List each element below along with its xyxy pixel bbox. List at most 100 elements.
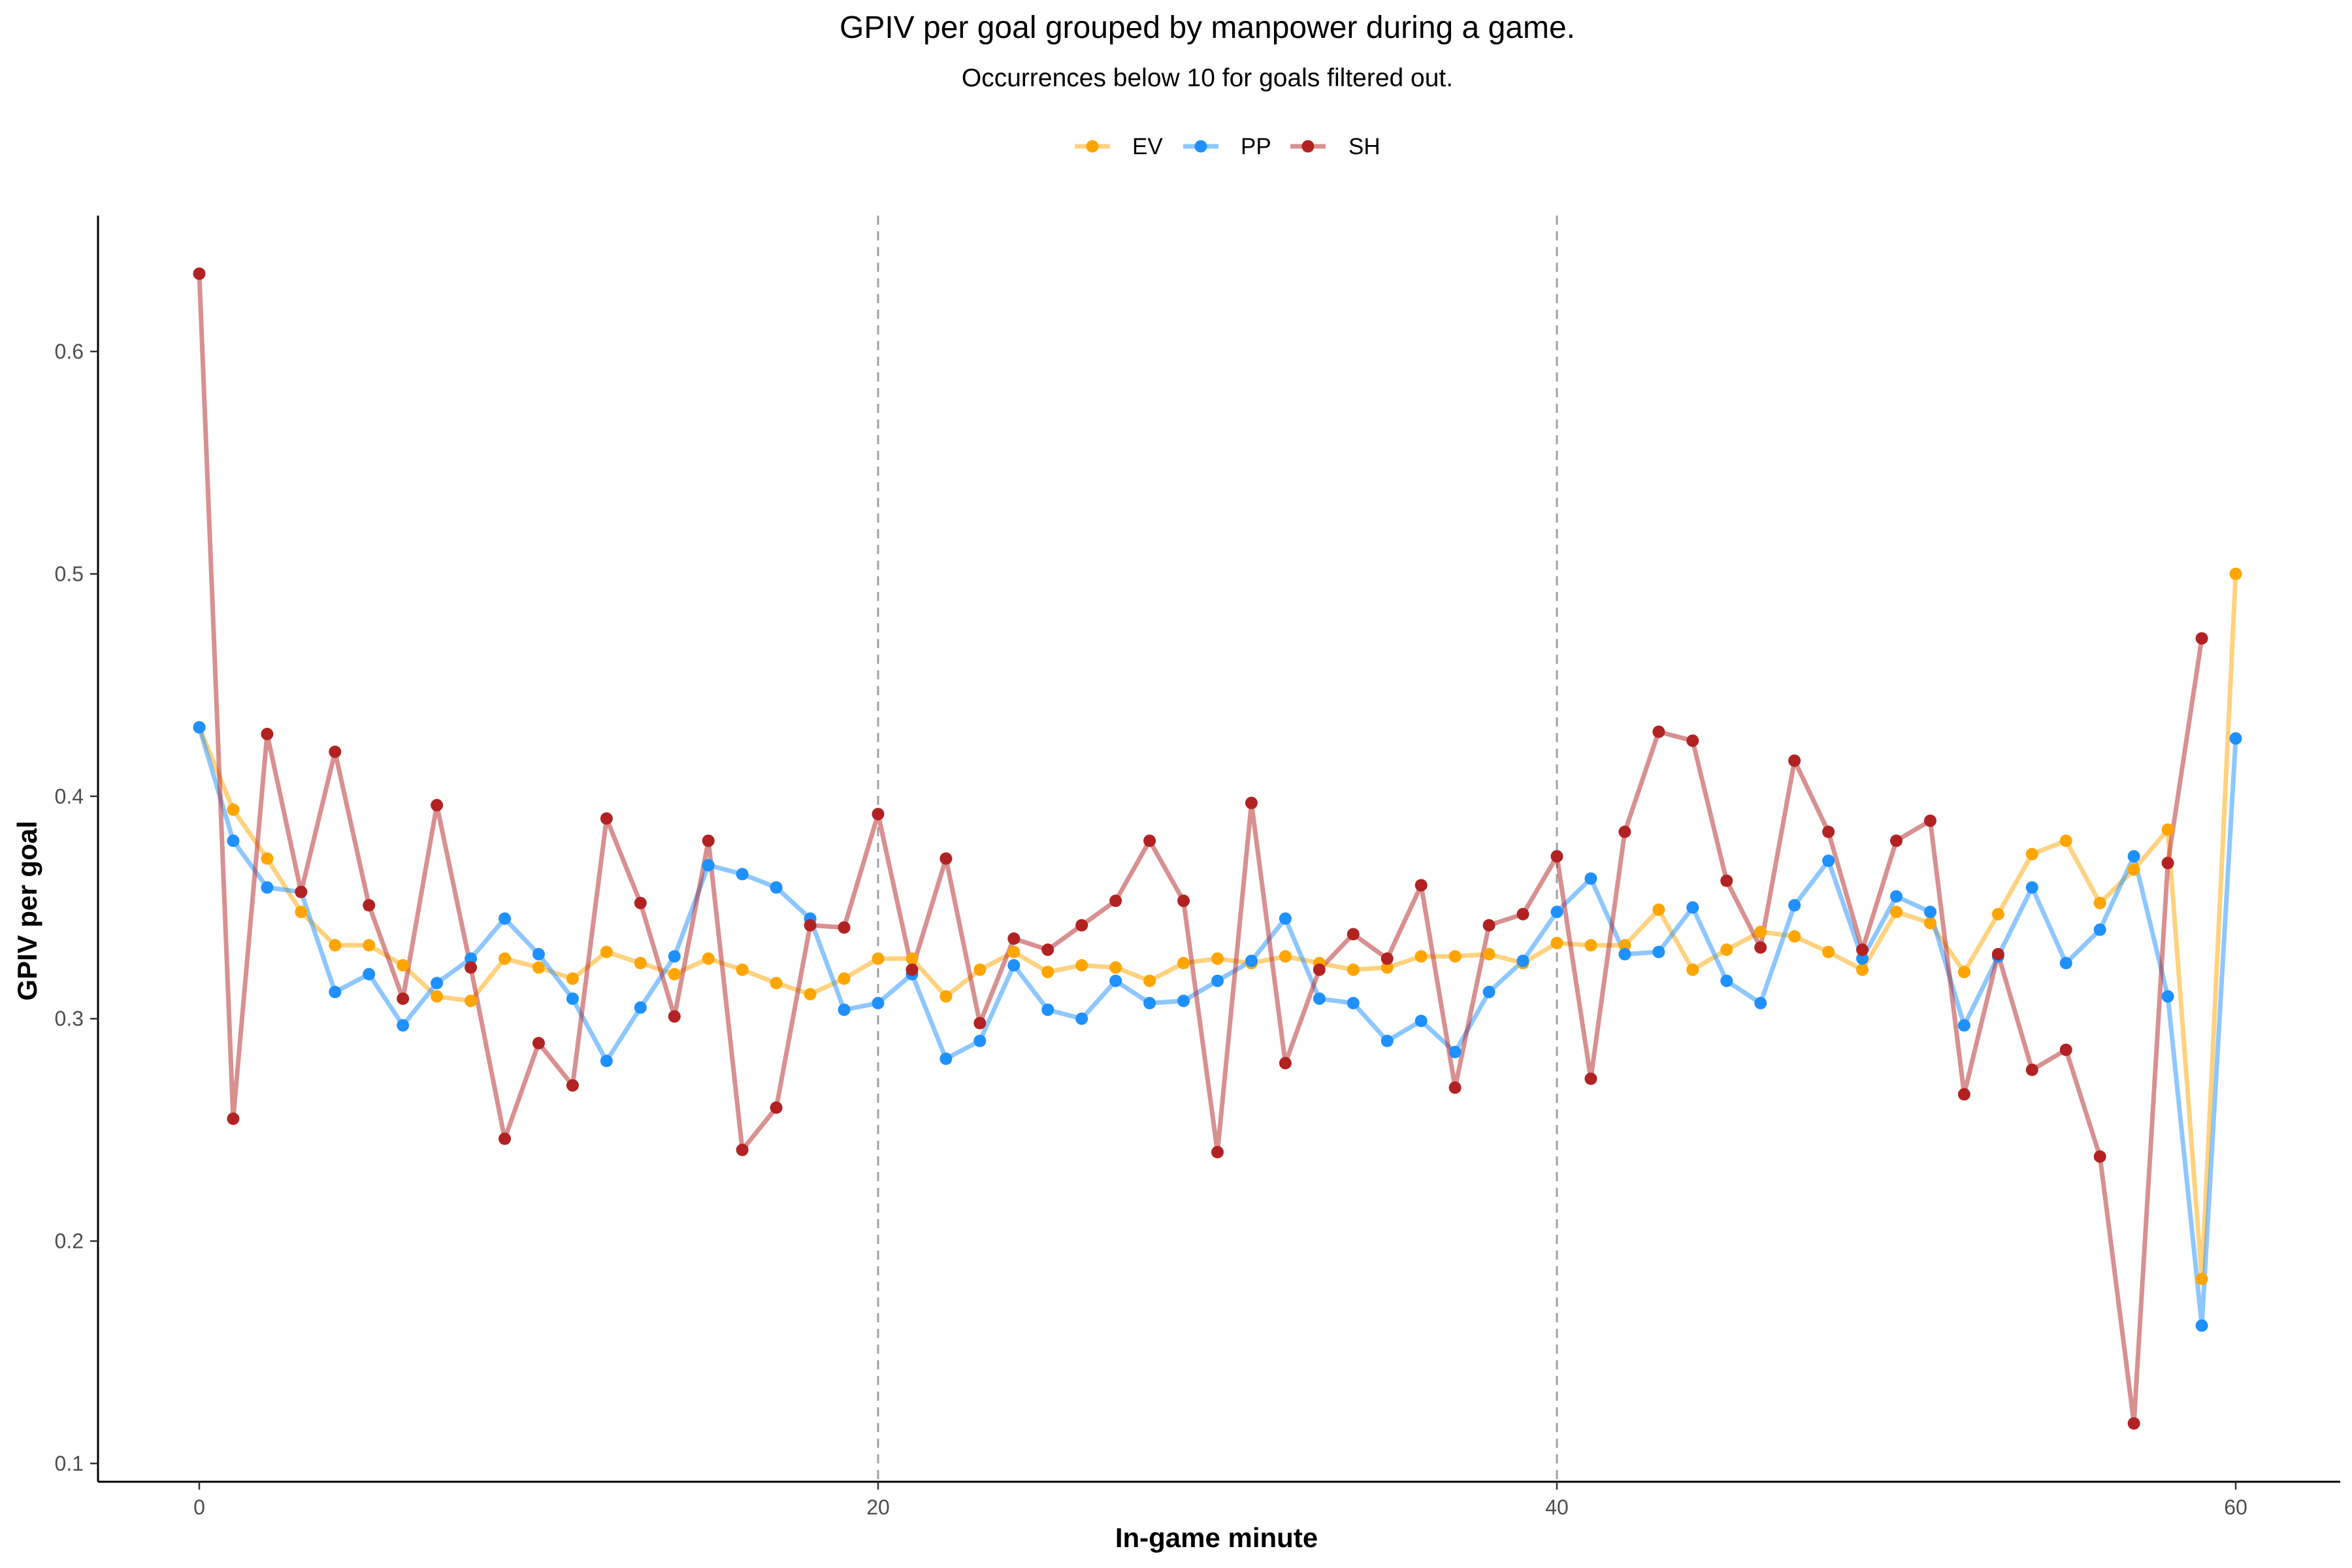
data-point: [1211, 952, 1224, 965]
data-point: [634, 956, 647, 970]
data-point: [193, 267, 206, 280]
data-point: [804, 919, 817, 932]
data-point: [1482, 919, 1495, 932]
data-point: [770, 1101, 783, 1114]
data-point: [804, 988, 817, 1001]
data-point: [600, 1054, 613, 1068]
data-point: [1856, 952, 1869, 965]
data-point: [1550, 906, 1563, 919]
x-tick-label: 40: [1545, 1495, 1569, 1519]
data-point: [1143, 974, 1156, 987]
data-point: [1211, 974, 1224, 987]
data-point: [227, 1112, 240, 1125]
y-tick-label: 0.6: [55, 340, 84, 363]
data-point: [1618, 939, 1631, 952]
y-axis-ticks: 0.1 0.2 0.3 0.4 0.5 0.6: [55, 340, 98, 1475]
data-point: [1279, 950, 1292, 963]
data-point: [1856, 943, 1869, 956]
data-point: [1007, 932, 1021, 945]
data-point: [1991, 947, 2004, 960]
data-point: [329, 745, 342, 759]
data-point: [295, 885, 308, 898]
data-point: [600, 812, 613, 825]
data-point: [2229, 732, 2242, 745]
data-point: [2161, 857, 2174, 870]
data-point: [2025, 847, 2038, 860]
data-point: [1822, 855, 1835, 868]
x-tick-label: 0: [193, 1495, 205, 1519]
data-point: [2161, 823, 2174, 836]
data-point: [1245, 796, 1258, 809]
data-point: [295, 906, 308, 919]
legend-label: SH: [1348, 134, 1380, 159]
data-point: [939, 990, 953, 1003]
data-point: [1347, 963, 1360, 976]
data-point: [1652, 945, 1665, 958]
legend-item-ev: EV: [1075, 134, 1163, 159]
data-point: [532, 1037, 545, 1050]
legend-point: [1086, 140, 1099, 153]
legend-item-sh: SH: [1290, 134, 1380, 159]
data-point: [431, 977, 444, 990]
data-point: [702, 952, 715, 965]
data-point: [1584, 1072, 1597, 1085]
data-point: [1075, 919, 1088, 932]
data-point: [2025, 881, 2038, 894]
data-point: [329, 985, 342, 998]
data-point: [1754, 925, 1767, 938]
data-point: [838, 972, 851, 985]
legend-item-pp: PP: [1183, 134, 1271, 159]
data-point: [1482, 985, 1495, 998]
data-point: [973, 1017, 987, 1030]
data-point: [261, 881, 274, 894]
data-point: [2093, 923, 2106, 936]
series-points-sh: [193, 267, 2208, 1430]
data-point: [431, 798, 444, 811]
data-point: [1686, 963, 1699, 976]
data-point: [906, 963, 919, 976]
chart-title: GPIV per goal grouped by manpower during…: [840, 10, 1575, 45]
data-point: [1890, 834, 1903, 847]
legend-label: EV: [1132, 134, 1163, 159]
data-point: [736, 963, 749, 976]
data-point: [1788, 754, 1801, 767]
data-point: [2127, 850, 2140, 863]
data-point: [736, 1143, 749, 1156]
data-point: [1380, 1034, 1394, 1047]
data-point: [1957, 1088, 1970, 1101]
data-point: [1075, 1012, 1088, 1025]
data-point: [397, 1019, 410, 1032]
series-sh: [197, 273, 2204, 1426]
data-point: [2059, 834, 2072, 847]
data-point: [1584, 872, 1597, 885]
data-point: [2127, 863, 2140, 876]
data-point: [973, 1034, 987, 1047]
data-point: [397, 992, 410, 1005]
data-point: [1448, 1045, 1462, 1058]
data-point: [532, 947, 545, 960]
data-point: [1041, 1004, 1054, 1017]
data-point: [939, 852, 953, 865]
data-point: [1720, 874, 1733, 887]
y-tick-label: 0.2: [55, 1230, 84, 1253]
data-point: [498, 1132, 512, 1145]
data-point: [566, 972, 579, 985]
data-point: [1143, 996, 1156, 1009]
legend-point: [1301, 140, 1315, 153]
data-point: [1448, 950, 1462, 963]
data-point: [2059, 1043, 2072, 1056]
data-point: [2195, 1272, 2208, 1285]
data-point: [1448, 1081, 1462, 1094]
data-point: [1313, 992, 1326, 1005]
data-point: [1652, 903, 1665, 916]
data-point: [1177, 994, 1190, 1007]
data-point: [329, 939, 342, 952]
data-point: [397, 959, 410, 972]
series-line-sh: [197, 273, 2204, 1426]
data-point: [1957, 966, 1970, 979]
data-point: [1177, 956, 1190, 970]
data-point: [1618, 825, 1631, 838]
data-point: [2195, 1319, 2208, 1332]
y-axis-title: GPIV per goal: [12, 821, 42, 1000]
data-point: [261, 852, 274, 865]
